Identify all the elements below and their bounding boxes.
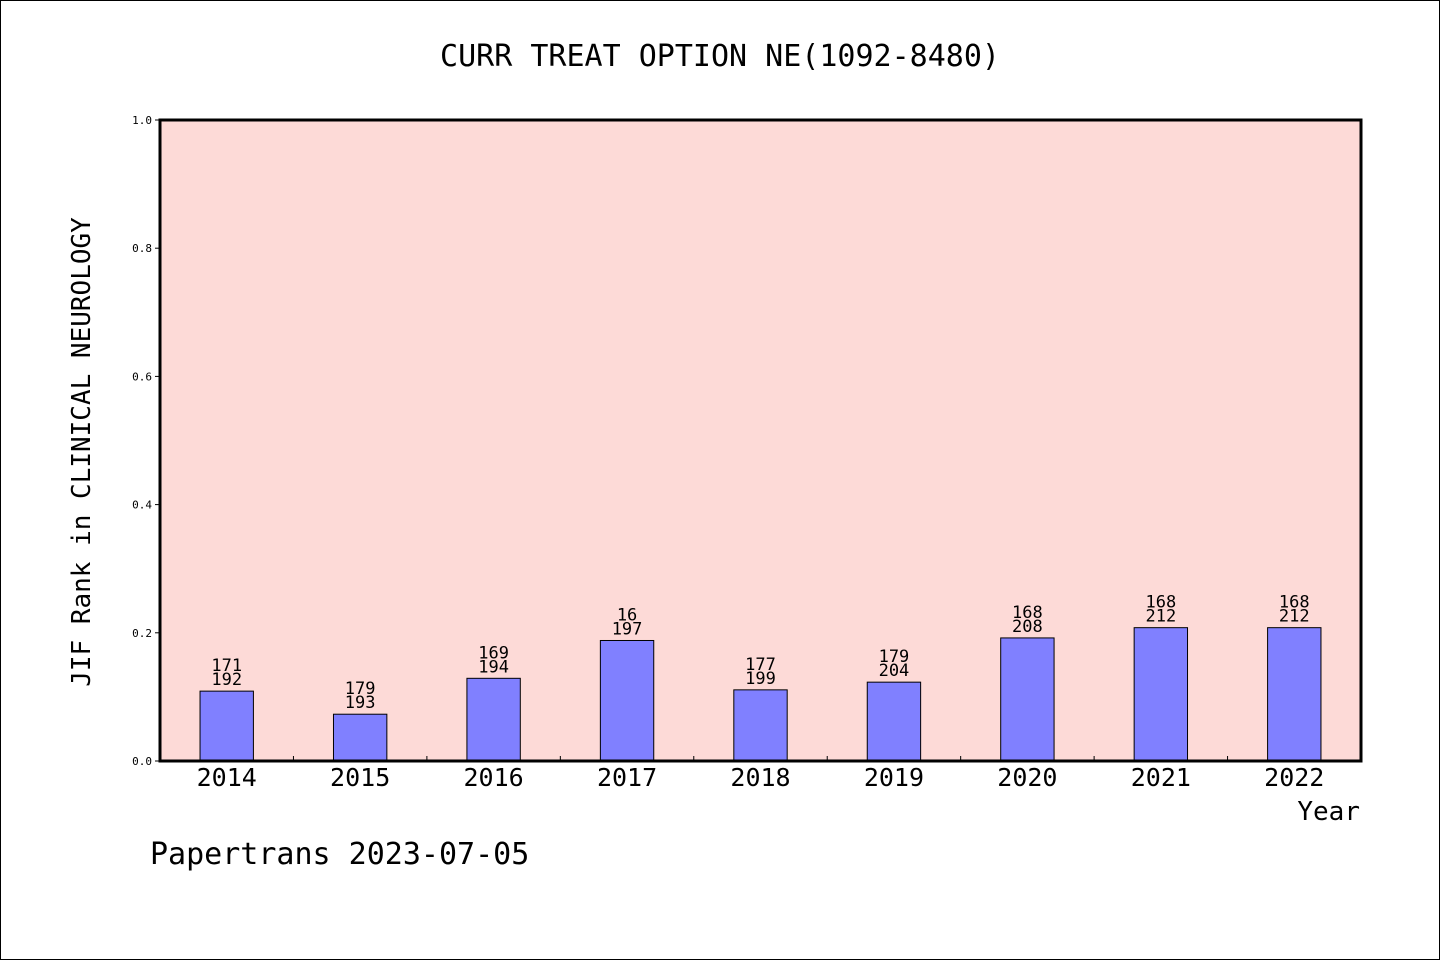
bar-2020: [1000, 637, 1055, 762]
x-axis-title: Year: [1297, 797, 1360, 827]
bar-2017: [599, 639, 655, 762]
bar-label-rank-2020: 168: [1012, 603, 1043, 623]
x-tick-label-2017: 2017: [597, 763, 657, 792]
bar-label-rank-2015: 179: [345, 679, 376, 699]
bar-label-total-2017: 197: [612, 619, 643, 639]
bar-label-total-2020: 208: [1012, 617, 1043, 637]
bar-label-total-2022: 212: [1279, 607, 1310, 627]
bar-label-rank-2017: 16: [617, 605, 637, 625]
bar-2019: [866, 681, 922, 762]
bar-label-rank-2018: 177: [745, 655, 776, 675]
x-tick-label-2022: 2022: [1264, 763, 1324, 792]
y-tick-label: 0.4: [132, 499, 152, 512]
chart-title: CURR TREAT OPTION NE(1092-8480): [440, 39, 1000, 74]
y-axis-title: JIF Rank in CLINICAL NEUROLOGY: [67, 217, 97, 687]
plot-border: [158, 118, 1363, 763]
y-tick-label: 1.0: [132, 114, 152, 127]
bar-label-total-2018: 199: [745, 669, 776, 689]
bar-2018: [733, 689, 788, 762]
bars-group: [199, 627, 1322, 762]
bar-2016: [466, 677, 521, 762]
x-tick-label-2020: 2020: [997, 763, 1057, 792]
bar-label-total-2021: 212: [1145, 607, 1176, 627]
bar-label-total-2016: 194: [478, 657, 509, 677]
x-tick-label-2016: 2016: [464, 763, 524, 792]
x-tick-label-2018: 2018: [730, 763, 790, 792]
x-tick-label-2015: 2015: [330, 763, 390, 792]
y-tick-label: 0.0: [132, 755, 152, 768]
y-axis: 0.0 0.2 0.4 0.6 0.8 1.0: [132, 114, 160, 768]
y-tick-label: 0.2: [132, 627, 152, 640]
bar-label-rank-2019: 179: [879, 647, 910, 667]
y-tick-label: 0.8: [132, 242, 152, 255]
x-axis: 2014 2015 2016 2017 2018 2019 2020 2021 2022: [197, 756, 1324, 792]
bar-2021: [1133, 627, 1189, 762]
x-tick-label-2014: 2014: [197, 763, 257, 792]
bar-label-rank-2016: 169: [478, 643, 509, 663]
footer-watermark: Papertrans 2023-07-05: [150, 837, 529, 872]
bar-2014: [199, 690, 254, 762]
bar-2022: [1267, 627, 1322, 762]
bar-label-rank-2022: 168: [1279, 593, 1310, 613]
y-tick-label: 0.6: [132, 370, 152, 383]
bar-label-total-2015: 193: [345, 693, 376, 713]
bar-2015: [332, 713, 388, 762]
x-tick-label-2019: 2019: [864, 763, 924, 792]
bar-label-rank-2014: 171: [211, 656, 242, 676]
bar-label-total-2014: 192: [211, 670, 242, 690]
x-tick-label-2021: 2021: [1131, 763, 1191, 792]
bar-label-rank-2021: 168: [1145, 593, 1176, 613]
bar-label-total-2019: 204: [879, 661, 910, 681]
